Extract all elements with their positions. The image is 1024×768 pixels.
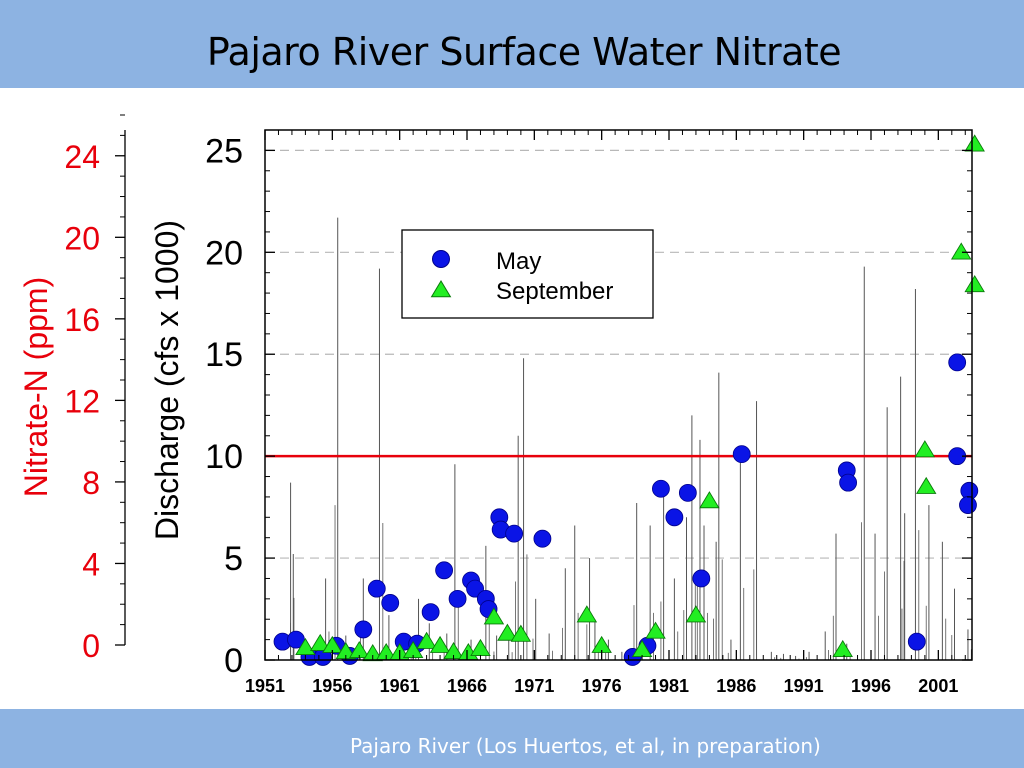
legend-september-label: September xyxy=(496,278,613,305)
september-point xyxy=(295,637,316,655)
september-point xyxy=(309,633,331,651)
may-point xyxy=(652,479,670,498)
nitrate-axis-title: Nitrate-N (ppm) xyxy=(18,277,54,497)
discharge-tick-label: 15 xyxy=(205,336,243,374)
slide-title: Pajaro River Surface Water Nitrate xyxy=(206,30,842,74)
may-point xyxy=(421,603,440,621)
may-point xyxy=(907,632,926,651)
september-point xyxy=(429,635,451,653)
x-tick-label: 1981 xyxy=(649,676,689,696)
x-tick-label: 1966 xyxy=(447,676,487,696)
may-point xyxy=(959,496,977,514)
september-point xyxy=(685,605,707,623)
nitrate-tick-label: 12 xyxy=(64,383,100,419)
x-tick-label: 1951 xyxy=(245,676,285,696)
discharge-axis-title: Discharge (cfs x 1000) xyxy=(149,220,185,540)
september-point xyxy=(964,134,985,152)
may-point xyxy=(665,508,684,527)
september-point xyxy=(416,631,437,649)
may-point xyxy=(732,445,751,464)
may-point xyxy=(381,594,400,612)
september-point xyxy=(510,624,532,642)
discharge-tick-label: 20 xyxy=(205,234,243,272)
nitrate-tick-label: 16 xyxy=(64,302,100,338)
september-point xyxy=(914,440,936,458)
gridlines xyxy=(265,149,972,559)
legend: May September xyxy=(401,229,654,319)
may-point xyxy=(692,569,711,588)
plot-frame xyxy=(264,129,973,661)
legend-september-marker xyxy=(430,280,452,298)
september-series xyxy=(295,134,985,662)
legend-box xyxy=(401,229,654,319)
september-point xyxy=(832,639,853,658)
may-point xyxy=(448,589,467,608)
september-point xyxy=(483,607,505,625)
may-point xyxy=(354,620,373,639)
may-point xyxy=(948,353,967,372)
nitrate-tick-label: 0 xyxy=(82,628,100,664)
discharge-tick-label: 0 xyxy=(224,642,243,680)
september-point xyxy=(576,605,598,623)
axes: 0 5 10 15 20 25 1951 1956 1961 1966 1971 1976 1981 19… xyxy=(64,114,972,696)
may-point xyxy=(435,561,454,580)
x-tick-label: 2001 xyxy=(918,676,958,696)
legend-may-label: May xyxy=(496,248,541,275)
september-point xyxy=(497,623,518,641)
may-point xyxy=(367,579,386,598)
x-tick-label: 1996 xyxy=(851,676,891,696)
x-tick-label: 1961 xyxy=(380,676,420,696)
nitrate-tick-label: 4 xyxy=(82,546,100,582)
september-point xyxy=(699,491,720,509)
nitrate-tick-label: 8 xyxy=(82,465,100,501)
september-point xyxy=(915,476,937,494)
x-tick-label: 1971 xyxy=(514,676,554,696)
may-point xyxy=(678,483,697,502)
x-tick-label: 1956 xyxy=(312,676,352,696)
discharge-tick-label: 5 xyxy=(224,540,243,578)
may-point xyxy=(505,524,524,543)
x-tick-label: 1991 xyxy=(784,676,824,696)
september-point xyxy=(470,638,491,656)
x-tick-label: 1976 xyxy=(582,676,622,696)
nitrate-tick-label: 20 xyxy=(64,220,100,256)
discharge-tick-label: 25 xyxy=(205,132,243,170)
footer-citation: Pajaro River (Los Huertos, et al, in pre… xyxy=(350,734,821,758)
legend-may-marker xyxy=(432,250,450,268)
nitrate-tick-label: 24 xyxy=(64,139,100,175)
may-point xyxy=(533,529,552,548)
september-point xyxy=(964,275,985,293)
september-point xyxy=(645,621,666,639)
may-point xyxy=(839,473,858,492)
footer-band: Pajaro River (Los Huertos, et al, in pre… xyxy=(0,709,1024,768)
title-band: Pajaro River Surface Water Nitrate xyxy=(0,0,1024,88)
x-tick-label: 1986 xyxy=(716,676,756,696)
september-point xyxy=(950,242,972,260)
discharge-tick-label: 10 xyxy=(205,438,243,476)
